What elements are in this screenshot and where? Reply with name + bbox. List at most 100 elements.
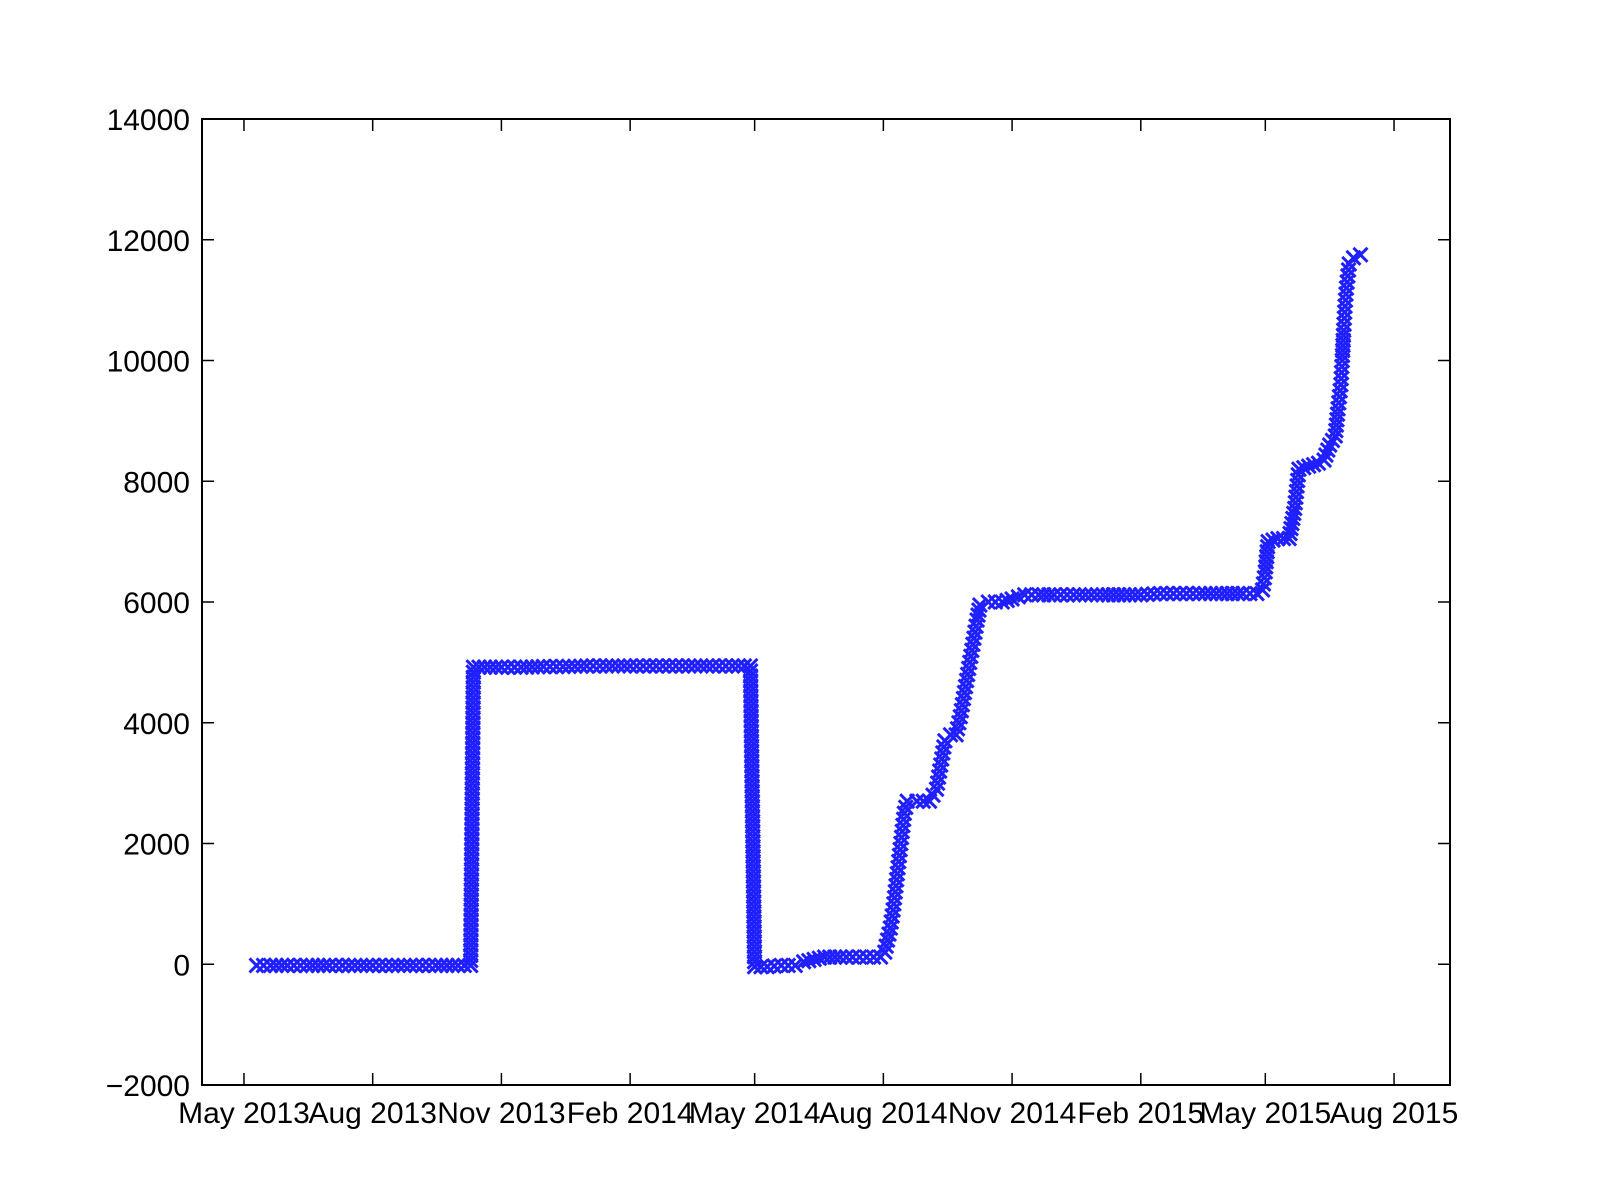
data-point-marker — [831, 948, 849, 966]
data-point-marker — [698, 657, 715, 675]
data-point-marker — [1071, 586, 1088, 603]
y-tick-label: 10000 — [107, 346, 190, 379]
y-tick-label: −2000 — [106, 1070, 190, 1103]
data-point-marker — [1234, 585, 1251, 602]
data-point-marker — [966, 624, 984, 641]
data-point-marker — [421, 957, 438, 974]
data-point-marker — [773, 957, 790, 974]
data-point-marker — [1127, 586, 1144, 603]
data-point-marker — [449, 957, 467, 974]
data-point-marker — [1145, 585, 1162, 603]
data-point-marker — [578, 657, 595, 675]
data-point-marker — [548, 658, 565, 675]
data-point-marker — [908, 793, 926, 810]
data-point-marker — [787, 957, 804, 974]
data-point-marker — [1300, 458, 1317, 475]
data-point-marker — [953, 702, 970, 719]
data-point-marker — [1184, 585, 1202, 602]
data-point-marker — [1059, 586, 1076, 603]
data-point-marker — [622, 657, 639, 675]
data-point-marker — [444, 957, 461, 974]
data-point-marker — [506, 659, 523, 676]
data-point-marker — [641, 657, 658, 675]
data-point-marker — [965, 630, 983, 647]
y-tick-label: 4000 — [123, 708, 190, 741]
data-point-marker — [384, 957, 401, 974]
data-point-marker — [999, 592, 1016, 609]
data-point-marker — [1040, 586, 1057, 603]
data-point-marker — [1045, 586, 1063, 603]
data-point-marker — [895, 811, 912, 828]
data-point-marker — [932, 756, 949, 774]
y-tick-label: 2000 — [123, 829, 190, 862]
data-point-marker — [1295, 459, 1312, 476]
data-point-marker — [321, 957, 338, 974]
data-point-marker — [628, 657, 645, 675]
data-point-marker — [674, 657, 691, 675]
y-axis: −2000 0 2000 4000 6000 8000 10000 12000 14000 — [106, 104, 1450, 1103]
data-point-marker — [730, 657, 747, 675]
data-point-marker — [1165, 585, 1182, 602]
data-point-marker — [959, 666, 976, 683]
data-point-marker — [680, 657, 697, 675]
y-tick-label: 6000 — [123, 587, 190, 620]
data-point-marker — [929, 775, 946, 792]
data-point-marker — [1340, 261, 1357, 278]
data-point-marker — [616, 657, 633, 675]
data-point-marker — [396, 957, 413, 974]
data-point-marker — [958, 672, 975, 689]
data-point-marker — [1077, 586, 1094, 603]
data-point-marker — [529, 658, 546, 675]
data-point-marker — [1139, 586, 1156, 603]
x-tick-label: Nov 2013 — [437, 1097, 565, 1130]
y-tick-label: 0 — [173, 949, 190, 982]
data-point-marker — [1023, 586, 1040, 603]
data-point-marker — [1317, 447, 1335, 464]
data-point-marker — [928, 781, 945, 798]
data-point-marker — [248, 957, 265, 974]
x-tick-label: May 2015 — [1199, 1097, 1331, 1130]
data-point-marker — [1305, 456, 1322, 473]
data-point-marker — [604, 657, 621, 675]
data-point-marker — [930, 769, 947, 786]
data-point-marker — [780, 957, 797, 974]
x-tick-label: May 2014 — [689, 1097, 821, 1130]
data-point-marker — [414, 957, 431, 974]
data-point-marker — [255, 957, 272, 974]
plot-area-frame — [201, 118, 1451, 1086]
data-point-marker — [535, 658, 552, 675]
data-point-marker — [358, 957, 375, 974]
data-point-marker — [935, 738, 952, 755]
data-point-marker — [1052, 586, 1069, 603]
data-point-marker — [858, 948, 875, 966]
data-point-marker — [591, 657, 608, 675]
data-point-marker — [390, 957, 407, 974]
data-point-marker — [541, 658, 558, 675]
data-point-marker — [1229, 585, 1246, 602]
data-point-marker — [957, 678, 974, 695]
data-point-marker — [292, 957, 309, 974]
data-point-marker — [956, 684, 973, 701]
data-point-marker — [499, 659, 516, 676]
data-point-marker — [364, 957, 381, 974]
data-point-marker — [1016, 586, 1033, 603]
data-point-marker — [1178, 585, 1195, 602]
data-point-marker — [704, 657, 721, 675]
data-point-marker — [585, 657, 602, 675]
data-point-marker — [1241, 585, 1258, 602]
data-point-marker — [964, 636, 981, 653]
data-point-marker — [279, 957, 296, 974]
data-point-marker — [1065, 586, 1082, 603]
data-point-marker — [377, 957, 394, 974]
data-point-marker — [346, 957, 363, 974]
data-point-marker — [962, 648, 979, 665]
data-point-marker — [554, 658, 572, 675]
data-point-marker — [273, 957, 290, 974]
data-point-marker — [711, 657, 728, 675]
data-point-marker — [865, 948, 882, 966]
data-point-marker — [408, 957, 425, 974]
data-point-marker — [1132, 586, 1149, 603]
x-tick-label: Aug 2015 — [1330, 1097, 1458, 1130]
y-tick-label: 14000 — [107, 104, 190, 137]
